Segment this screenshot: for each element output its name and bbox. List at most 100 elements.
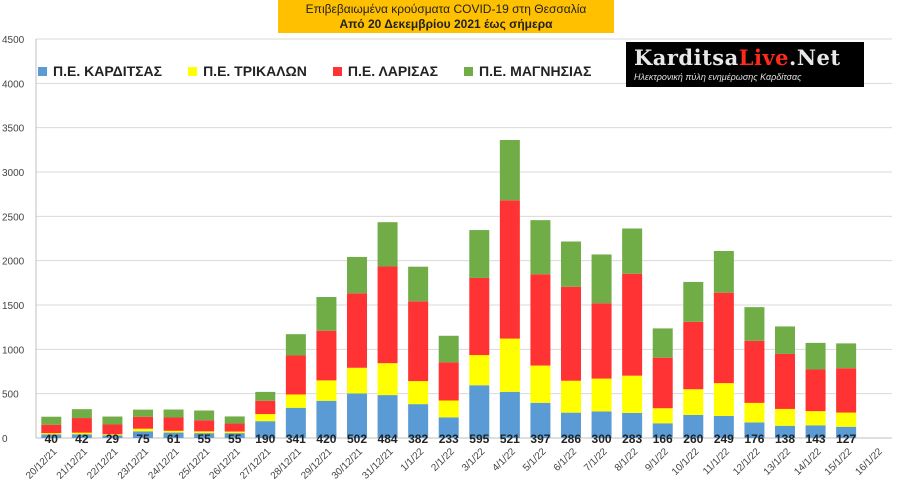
bar-segment-2 xyxy=(836,412,857,427)
data-label: 484 xyxy=(378,432,398,446)
logo-brand: KarditsaLive.Net xyxy=(634,45,841,70)
y-tick-label: 500 xyxy=(2,390,19,401)
bar-segment-3 xyxy=(224,423,245,432)
bar-segment-1 xyxy=(622,412,643,438)
x-tick-label: 5/1/22 xyxy=(521,446,549,474)
bar-segment-3 xyxy=(836,368,857,413)
x-tick-label: 15/1/22 xyxy=(823,446,855,478)
x-tick-label: 3/1/22 xyxy=(460,446,488,474)
x-tick-label: 7/1/22 xyxy=(582,446,610,474)
logo-tagline: Ηλεκτρονική πύλη ενημέρωσης Καρδίτσας xyxy=(634,72,802,82)
bar-segment-3 xyxy=(133,416,153,429)
data-label: 502 xyxy=(347,432,367,446)
bar-segment-4 xyxy=(561,241,581,287)
bar-segment-1 xyxy=(347,393,367,438)
legend-label-trikala: Π.Ε. ΤΡΙΚΑΛΩΝ xyxy=(203,63,307,79)
legend-label-karditsa: Π.Ε. ΚΑΡΔΙΤΣΑΣ xyxy=(53,63,163,79)
y-tick-label: 4500 xyxy=(2,35,25,46)
bar-segment-2 xyxy=(713,383,734,416)
x-tick-label: 28/12/21 xyxy=(269,446,305,482)
bar-segment-2 xyxy=(133,428,153,432)
bar-segment-3 xyxy=(530,274,551,366)
x-tick-label: 27/12/21 xyxy=(238,446,274,482)
x-tick-label: 14/1/22 xyxy=(792,446,824,478)
bar-segment-1 xyxy=(836,426,857,438)
bar-segment-3 xyxy=(561,286,581,381)
legend-item-karditsa: Π.Ε. ΚΑΡΔΙΤΣΑΣ xyxy=(38,63,162,79)
data-label: 397 xyxy=(530,432,550,446)
bar-segment-3 xyxy=(408,301,429,382)
bar-segment-1 xyxy=(163,432,184,438)
x-tick-label: 12/1/22 xyxy=(731,446,763,478)
bar-segment-3 xyxy=(744,340,765,403)
bar-segment-4 xyxy=(133,409,153,417)
data-label: 260 xyxy=(683,432,703,446)
bar-segment-1 xyxy=(775,425,795,438)
bar-segment-4 xyxy=(744,307,765,341)
bar-segment-3 xyxy=(775,353,795,409)
x-tick-label: 16/1/22 xyxy=(853,446,885,478)
bar-segment-2 xyxy=(805,411,826,426)
y-tick-label: 2500 xyxy=(2,212,25,223)
bar-segment-2 xyxy=(41,433,62,435)
x-tick-label: 10/1/22 xyxy=(670,446,702,478)
data-label: 595 xyxy=(469,432,489,446)
bar-segment-2 xyxy=(591,378,612,412)
x-tick-label: 4/1/22 xyxy=(491,446,519,474)
bar-segment-3 xyxy=(71,418,92,433)
bar-segment-3 xyxy=(316,330,337,381)
bar-segment-2 xyxy=(285,394,306,408)
bar-segment-1 xyxy=(652,423,673,438)
bar-segment-3 xyxy=(713,292,734,384)
bar-segment-2 xyxy=(408,381,429,405)
legend-label-magnisia: Π.Ε. ΜΑΓΝΗΣΙΑΣ xyxy=(479,63,592,79)
bar-segment-3 xyxy=(499,200,520,339)
bar-segment-4 xyxy=(71,409,92,419)
legend-item-larisa: Π.Ε. ΛΑΡΙΣΑΣ xyxy=(332,63,439,79)
logo-brand-part1: Karditsa xyxy=(634,45,739,70)
bar-segment-1 xyxy=(224,433,245,438)
bar-segment-2 xyxy=(163,430,184,433)
bar-segment-4 xyxy=(652,328,673,358)
bar-segment-4 xyxy=(499,139,520,201)
x-tick-label: 25/12/21 xyxy=(177,446,213,482)
bar-segment-1 xyxy=(713,415,734,438)
bar-segment-1 xyxy=(530,402,551,438)
bar-segment-1 xyxy=(285,407,306,438)
data-label: 176 xyxy=(744,432,764,446)
bar-segment-4 xyxy=(377,222,398,267)
bar-segment-2 xyxy=(744,402,765,423)
bar-segment-3 xyxy=(194,420,215,432)
x-tick-label: 21/12/21 xyxy=(55,446,91,482)
y-tick-label: 1000 xyxy=(2,345,25,356)
legend-label-larisa: Π.Ε. ΛΑΡΙΣΑΣ xyxy=(347,63,439,79)
bar-segment-2 xyxy=(71,432,92,435)
bar-segment-1 xyxy=(499,391,520,438)
y-tick-label: 3000 xyxy=(2,168,25,179)
bar-segment-4 xyxy=(163,409,184,418)
data-label: 300 xyxy=(592,432,612,446)
bar-segment-3 xyxy=(163,417,184,431)
bar-segment-4 xyxy=(102,416,123,425)
bar-segment-1 xyxy=(194,433,215,438)
bar-segment-2 xyxy=(683,389,704,415)
x-tick-label: 11/1/22 xyxy=(701,446,732,477)
bar-segment-3 xyxy=(652,357,673,409)
chart-title: Επιβεβαιωμένα κρούσματα COVID-19 στη Θεσ… xyxy=(305,2,587,16)
bar-segment-2 xyxy=(652,408,673,424)
x-tick-label: 29/12/21 xyxy=(299,446,335,482)
data-label: 341 xyxy=(286,432,306,446)
bar-segment-4 xyxy=(194,410,215,421)
legend-swatch-larisa xyxy=(332,66,342,76)
bar-segment-4 xyxy=(469,230,490,278)
bar-segment-1 xyxy=(377,395,398,438)
bar-segment-1 xyxy=(469,385,490,438)
legend-item-magnisia: Π.Ε. ΜΑΓΝΗΣΙΑΣ xyxy=(464,63,591,79)
bar-segment-4 xyxy=(224,416,245,424)
data-label: 29 xyxy=(106,432,120,446)
data-label: 382 xyxy=(408,432,428,446)
data-label: 249 xyxy=(714,432,734,446)
bar-segment-4 xyxy=(438,335,459,363)
data-label: 190 xyxy=(255,432,275,446)
